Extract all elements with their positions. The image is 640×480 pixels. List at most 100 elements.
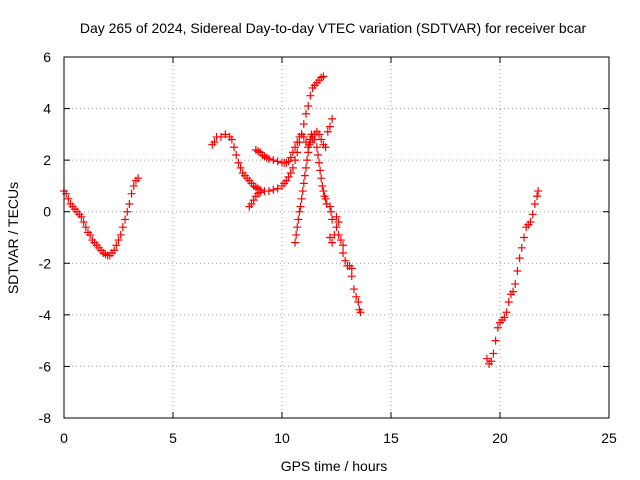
data-point <box>332 223 341 232</box>
plot-frame <box>63 56 610 419</box>
data-point <box>325 233 334 242</box>
data-point <box>347 264 356 273</box>
data-point <box>349 285 358 294</box>
y-tick-label: 4 <box>43 101 51 117</box>
data-point <box>234 158 243 167</box>
data-point <box>321 143 330 152</box>
data-point <box>334 230 343 239</box>
data-point <box>297 194 306 203</box>
data-point <box>118 223 127 232</box>
data-point <box>356 308 365 317</box>
data-point <box>327 207 336 216</box>
data-point <box>293 223 302 232</box>
data-point <box>332 212 341 221</box>
data-point <box>116 230 125 239</box>
data-point <box>339 248 348 257</box>
data-point <box>288 148 297 157</box>
x-tick-label: 5 <box>169 430 177 446</box>
data-point <box>286 169 295 178</box>
data-point <box>134 174 143 183</box>
data-point <box>77 212 86 221</box>
data-point <box>299 120 308 129</box>
data-point <box>292 230 301 239</box>
series-arc-2 <box>208 130 265 194</box>
data-point <box>230 143 239 152</box>
data-point <box>295 207 304 216</box>
y-tick-label: -4 <box>39 307 52 323</box>
y-tick-label: 2 <box>43 152 51 168</box>
series-arc-1 <box>60 174 143 260</box>
data-point <box>301 163 310 172</box>
data-point <box>299 132 308 141</box>
y-tick-label: 0 <box>43 204 51 220</box>
data-point <box>264 187 273 196</box>
data-point <box>264 154 273 163</box>
data-point <box>221 130 230 139</box>
data-point <box>489 349 498 358</box>
data-point <box>328 215 337 224</box>
y-tick-label: 6 <box>43 49 51 65</box>
data-point <box>101 250 110 259</box>
data-point <box>354 297 363 306</box>
grid <box>64 57 609 418</box>
data-point <box>129 181 138 190</box>
series-arc-5 <box>291 130 331 247</box>
data-point <box>526 218 535 227</box>
data-point <box>517 243 526 252</box>
data-point <box>317 174 326 183</box>
data-point <box>305 140 314 149</box>
data-point <box>482 354 491 363</box>
data-point <box>291 238 300 247</box>
data-point <box>315 130 324 139</box>
data-point <box>491 336 500 345</box>
data-point <box>81 223 90 232</box>
x-tick-label: 15 <box>383 430 399 446</box>
data-point <box>325 122 334 131</box>
data-point <box>328 238 337 247</box>
data-point <box>339 241 348 250</box>
data-point <box>321 194 330 203</box>
data-point <box>127 189 136 198</box>
y-tick-label: -6 <box>39 358 52 374</box>
data-point <box>530 199 539 208</box>
data-point <box>334 218 343 227</box>
data-point <box>306 91 315 100</box>
x-tick-label: 20 <box>492 430 508 446</box>
data-point <box>519 233 528 242</box>
data-point <box>121 215 130 224</box>
data-point <box>319 187 328 196</box>
data-point <box>301 109 310 118</box>
data-point <box>500 313 509 322</box>
data-point <box>504 297 513 306</box>
data-point <box>291 156 300 165</box>
data-point <box>79 218 88 227</box>
x-tick-label: 0 <box>60 430 68 446</box>
data-point <box>502 308 511 317</box>
data-point <box>282 158 291 167</box>
data-point <box>319 72 328 81</box>
data-point <box>254 147 263 156</box>
data-point <box>310 135 319 144</box>
data-point <box>114 236 123 245</box>
data-point <box>347 272 356 281</box>
data-point <box>284 157 293 166</box>
data-point <box>286 153 295 162</box>
data-point <box>528 210 537 219</box>
data-point <box>249 196 258 205</box>
data-points <box>60 72 543 368</box>
data-point <box>273 184 282 193</box>
series-arc-6 <box>323 114 365 317</box>
data-point <box>293 138 302 147</box>
data-point <box>304 101 313 110</box>
data-point <box>304 148 313 157</box>
data-point <box>300 171 309 180</box>
data-point <box>315 158 324 167</box>
data-point <box>125 199 134 208</box>
data-point <box>303 156 312 165</box>
data-point <box>216 132 225 141</box>
data-point <box>352 292 361 301</box>
series-arc-7 <box>482 187 543 368</box>
chart-title: Day 265 of 2024, Sidereal Day-to-day VTE… <box>80 20 587 36</box>
data-point <box>232 150 241 159</box>
